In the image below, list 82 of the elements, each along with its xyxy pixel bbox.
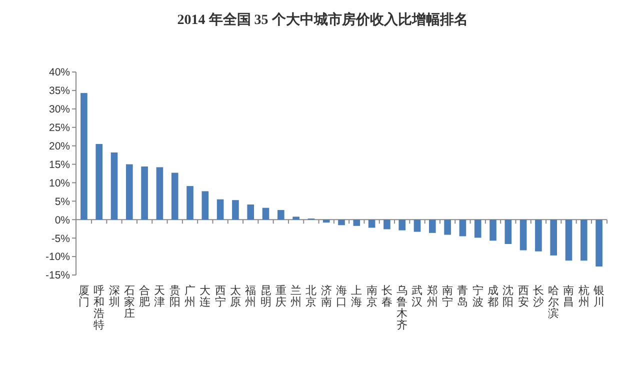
bar (520, 220, 527, 250)
x-tick-label: 南宁 (442, 284, 454, 308)
bar (80, 93, 88, 220)
y-tick-label: 30% (48, 104, 70, 116)
bar (580, 220, 588, 261)
x-tick-label: 广州 (184, 284, 196, 308)
bar (156, 167, 164, 220)
chart-title: 2014 年全国 35 个大中城市房价收入比增幅排名 (177, 11, 468, 28)
bar (368, 220, 376, 228)
bar (96, 144, 103, 220)
x-tick-label: 杭州 (577, 284, 590, 308)
x-tick-label: 哈尔滨 (548, 284, 560, 320)
x-tick-label: 西宁 (214, 284, 226, 308)
y-tick-label: 40% (48, 66, 70, 79)
x-tick-label: 成都 (488, 284, 498, 308)
x-tick-label: 海口 (336, 284, 347, 308)
bar (414, 220, 421, 232)
bar (277, 210, 284, 220)
bar (565, 220, 572, 261)
x-tick-label: 青岛 (457, 284, 468, 308)
bar (202, 191, 209, 220)
x-tick-label: 合肥 (139, 284, 150, 308)
x-tick-label: 西安 (518, 284, 529, 308)
y-tick-label: 15% (48, 158, 70, 171)
x-tick-label: 济南 (320, 284, 332, 308)
x-tick-label: 长沙 (532, 284, 544, 308)
bar (444, 220, 451, 235)
bar (141, 166, 148, 220)
bar (459, 220, 466, 236)
bar (428, 220, 436, 233)
x-tick-label: 武汉 (412, 284, 423, 308)
bar (232, 200, 239, 220)
x-tick-label: 兰州 (290, 284, 302, 308)
bar (216, 199, 224, 220)
y-tick-label: 35% (48, 85, 70, 98)
bar (171, 172, 178, 220)
x-tick-label: 郑州 (426, 284, 438, 308)
x-tick-label: 银川 (592, 284, 605, 308)
x-tick-label: 上海 (351, 284, 362, 308)
x-tick-label: 昆明 (260, 284, 272, 308)
bar (550, 220, 558, 256)
bar (596, 220, 602, 267)
bar (322, 220, 330, 223)
x-tick-label: 呼和浩特 (94, 284, 105, 332)
x-tick-label: 沈阳 (502, 284, 514, 308)
x-tick-label: 福州 (245, 284, 256, 308)
x-tick-label: 天津 (154, 284, 166, 308)
y-tick-label: 5% (54, 196, 70, 208)
x-tick-label: 太原 (230, 284, 241, 308)
y-tick-label: 0% (54, 214, 70, 226)
bar (110, 152, 118, 220)
x-tick-label: 重庆 (275, 284, 286, 308)
y-tick-label: 25% (48, 122, 70, 134)
x-tick-label: 长春 (381, 284, 392, 308)
x-tick-label: 深圳 (108, 284, 120, 308)
bar (292, 216, 300, 220)
y-tick-label: -15% (45, 270, 70, 282)
x-tick-label: 石家庄 (124, 284, 135, 320)
y-tick-label: -10% (45, 251, 70, 264)
x-tick-label: 大连 (200, 284, 211, 308)
bar (353, 220, 360, 226)
x-tick-label: 乌鲁木齐 (396, 284, 408, 332)
x-tick-label: 宁波 (472, 284, 484, 308)
bar (126, 164, 133, 220)
x-tick-label: 南京 (366, 284, 378, 308)
bar (535, 220, 542, 252)
y-tick-label: 10% (48, 177, 70, 190)
x-tick-label: 厦门 (78, 284, 90, 308)
bar (490, 220, 496, 241)
y-tick-label: 20% (48, 140, 70, 152)
bar (262, 208, 270, 220)
x-tick-label: 南昌 (563, 284, 574, 308)
bar (247, 204, 254, 220)
bar (398, 220, 406, 230)
bar (474, 220, 482, 238)
bar (186, 186, 194, 220)
bar (338, 220, 345, 226)
x-tick-label: 北京 (306, 284, 317, 308)
y-tick-label: -5% (51, 232, 70, 245)
bar (504, 220, 512, 244)
bar (384, 220, 390, 230)
x-tick-label: 贵阳 (169, 284, 180, 308)
